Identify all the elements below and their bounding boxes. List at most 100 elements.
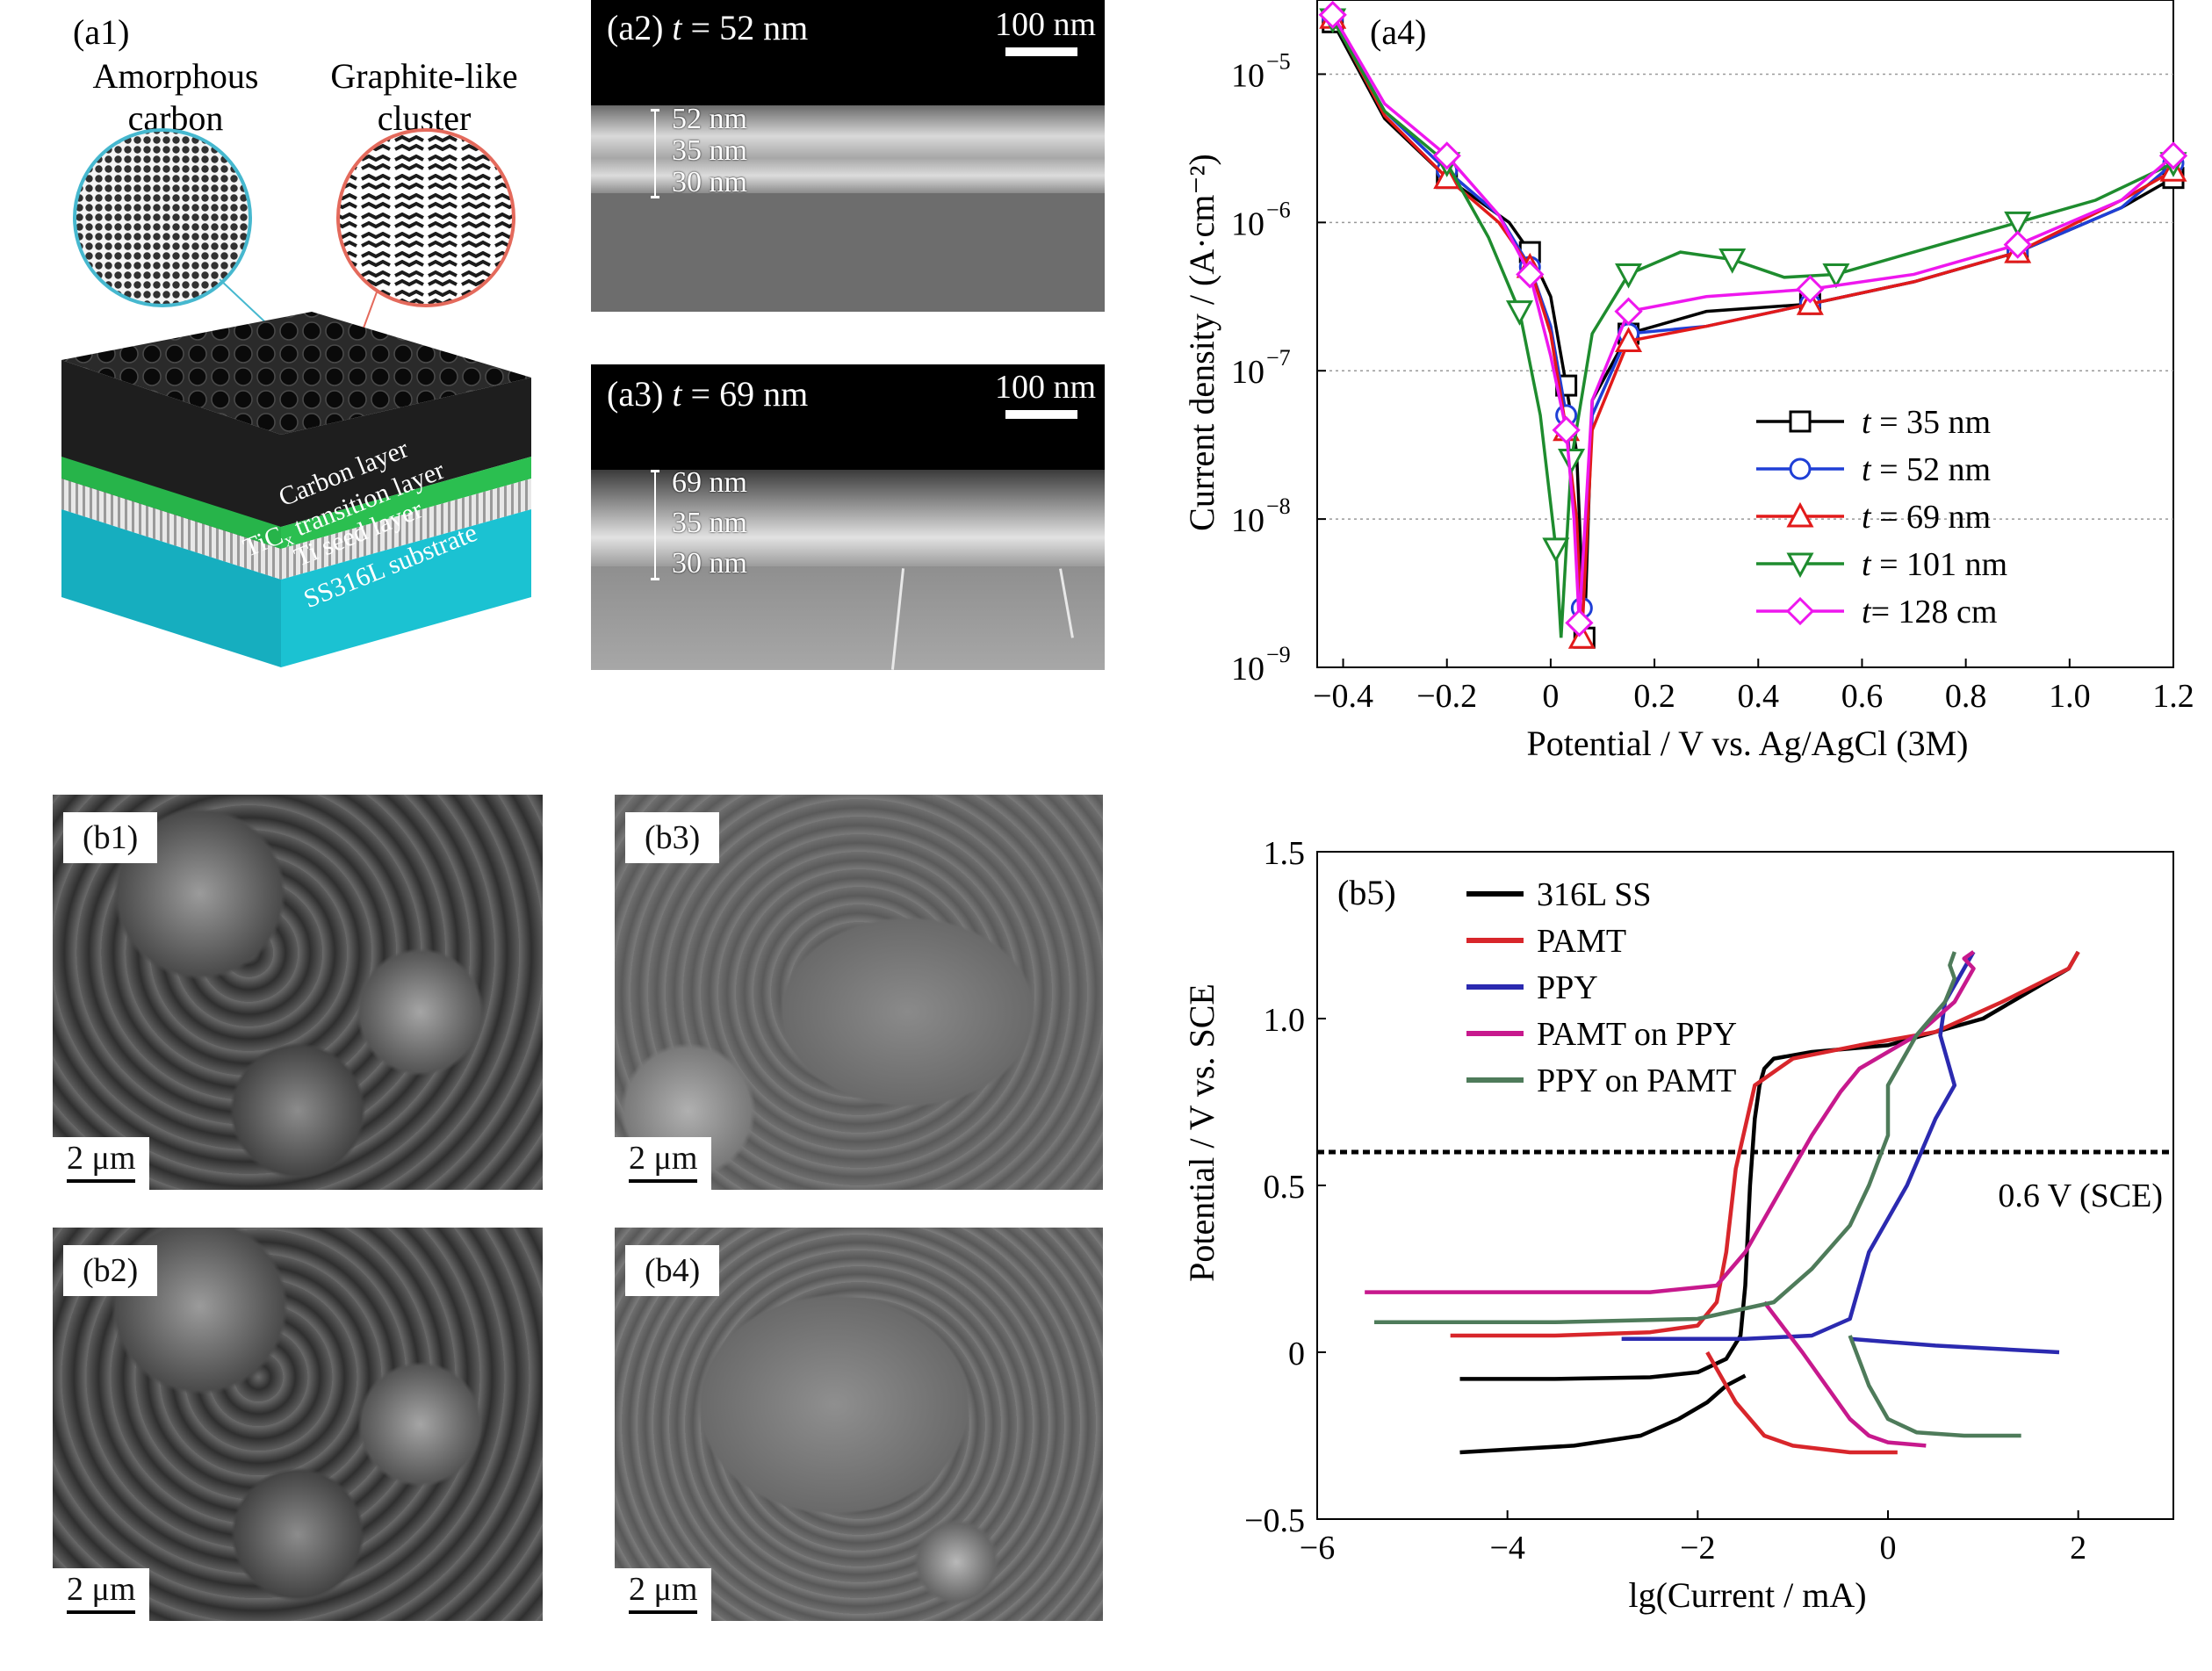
- b5-x-tick-label: −4: [1489, 1530, 1524, 1567]
- a2-film-band: [591, 105, 1105, 193]
- a4-data-point: [1318, 0, 1347, 30]
- a4-data-point: [1516, 260, 1545, 289]
- a4-x-tick-label: 0: [1542, 678, 1559, 715]
- b5-y-tick-label: −0.5: [1244, 1502, 1305, 1539]
- b1-scale-label: 2 μm: [67, 1140, 136, 1177]
- b5-x-tick-label: 0: [1880, 1530, 1897, 1567]
- a4-series-4: [1318, 0, 2188, 637]
- a4-y-tick-label: 10: [1231, 205, 1265, 242]
- a3-thickness-labels: 69 nm 35 nm 30 nm: [672, 463, 747, 584]
- a4-legend-marker: [1789, 410, 1812, 433]
- a4-series-2: [1319, 4, 2187, 649]
- b4-scale: 2 μm: [615, 1568, 712, 1621]
- a3-scale: 100 nm: [995, 368, 1096, 419]
- a4-y-tick-label: 10: [1231, 57, 1265, 94]
- b1-scale: 2 μm: [53, 1137, 150, 1190]
- panel-b5: lg(Current / mA) Potential / V vs. SCE −…: [1177, 817, 2212, 1667]
- b1-tag: (b1): [63, 812, 158, 863]
- panel-a3: (a3) t = 69 nm 100 nm 69 nm 35 nm 30 nm: [591, 364, 1105, 670]
- b5-y-tick-label: 1.5: [1264, 835, 1306, 872]
- amorphous-carbon-zoom: [73, 128, 252, 307]
- a4-data-point: [2158, 141, 2188, 170]
- a3-t-symbol: t: [672, 374, 682, 414]
- a3-thickness-1: 69 nm: [672, 466, 747, 499]
- b5-legend-label: PAMT on PPY: [1537, 1016, 1737, 1053]
- a4-data-point: [1615, 327, 1643, 352]
- a4-y-tick-exponent: −7: [1266, 345, 1291, 371]
- b5-y-tick-label: 0: [1288, 1336, 1305, 1372]
- a2-scale-label: 100 nm: [994, 6, 1096, 43]
- a4-plot-frame: [1316, 0, 2174, 668]
- b3-scale-label: 2 μm: [629, 1140, 698, 1177]
- a3-substrate: [591, 566, 1105, 670]
- b4-scale-label: 2 μm: [629, 1571, 698, 1608]
- panel-a4: (a4) Potential / V vs. Ag/AgCl (3M) Curr…: [1177, 0, 2212, 773]
- a4-data-point: [1565, 609, 1594, 637]
- a4-legend-label: t= 128 cm: [1862, 594, 1997, 630]
- a2-tag: (a2): [607, 8, 664, 47]
- a2-scale: 100 nm: [995, 5, 1096, 56]
- a4-x-tick-label: −0.4: [1313, 678, 1373, 715]
- layer-block: [61, 312, 531, 667]
- b5-series-line: [1459, 1373, 1747, 1455]
- a4-y-tick-label: 10: [1231, 502, 1265, 539]
- a4-data-point: [1718, 248, 1747, 274]
- a4-x-tick-label: 1.0: [2049, 678, 2091, 715]
- a4-data-point: [1614, 297, 1643, 326]
- a4-series-3: [1319, 8, 2187, 638]
- a4-x-tick-label: −0.2: [1416, 678, 1477, 715]
- a2-scale-bar: [1005, 47, 1077, 56]
- b5-y-axis-label: Potential / V vs. SCE: [1182, 983, 1221, 1282]
- b3-scale-bar: [629, 1179, 698, 1183]
- panel-b3: (b3) 2 μm: [615, 795, 1103, 1190]
- b5-legend-label: PPY: [1537, 969, 1598, 1006]
- a4-y-tick-exponent: −9: [1266, 642, 1291, 667]
- a4-series-0: [1322, 11, 2185, 649]
- a2-t-symbol: t: [672, 8, 682, 47]
- a4-legend-marker: [1786, 552, 1814, 579]
- a2-thickness-2: 35 nm: [672, 134, 747, 167]
- a2-thickness-3: 30 nm: [672, 166, 747, 198]
- a3-film-band: [591, 470, 1105, 566]
- a4-data-point: [1542, 537, 1570, 564]
- b5-series-line: [1762, 1300, 1927, 1448]
- amorphous-label-1: Amorphous: [93, 56, 259, 96]
- a4-series-line: [1331, 18, 2174, 638]
- a4-y-tick-label: 10: [1231, 651, 1265, 688]
- a4-data-point: [1552, 415, 1581, 444]
- a3-thickness-3: 30 nm: [672, 547, 747, 580]
- b5-y-tick-label: 1.0: [1264, 1002, 1306, 1039]
- graphite-cluster-zoom: [336, 128, 515, 307]
- b5-series-4: [1374, 951, 2021, 1438]
- a4-x-tick-label: 0.4: [1738, 678, 1780, 715]
- b5-legend: 316L SS PAMT PPY PAMT on PPY PPY on PAMT: [1466, 876, 1737, 1099]
- b2-scale: 2 μm: [53, 1568, 150, 1621]
- a4-data-point: [1615, 263, 1643, 289]
- b4-scale-bar: [629, 1610, 698, 1614]
- a3-caption: (a3) t = 69 nm: [607, 373, 808, 414]
- panel-b4: (b4) 2 μm: [615, 1228, 1103, 1621]
- a4-legend-label: t = 101 nm: [1862, 546, 2007, 583]
- a4-series-1: [1322, 6, 2185, 619]
- a4-x-axis-label: Potential / V vs. Ag/AgCl (3M): [1526, 724, 1968, 763]
- b1-scale-bar: [67, 1179, 136, 1183]
- chart-a4: (a4) Potential / V vs. Ag/AgCl (3M) Curr…: [1182, 0, 2194, 763]
- a4-y-axis-label: Current density / (A·cm⁻²): [1182, 154, 1221, 531]
- b5-series-line: [1848, 1335, 2021, 1438]
- a4-legend: t = 35 nm t = 52 nm t = 69 nm t = 101 nm t= …: [1756, 404, 2007, 630]
- b5-series-line: [1374, 951, 1957, 1325]
- b5-legend-label: PPY on PAMT: [1537, 1062, 1736, 1099]
- b4-tag: (b4): [625, 1245, 720, 1296]
- panel-a1: (a1) Amorphous carbon Graphite-like clus…: [26, 0, 571, 676]
- b5-series-2: [1621, 950, 2060, 1355]
- a2-caption: (a2) t = 52 nm: [607, 7, 808, 48]
- b5-tag: (b5): [1337, 873, 1396, 912]
- a4-data-point: [1558, 449, 1586, 474]
- a2-thickness-1: 52 nm: [672, 103, 747, 135]
- b5-series-1: [1450, 950, 2080, 1455]
- chart-b5: lg(Current / mA) Potential / V vs. SCE −…: [1182, 835, 2174, 1615]
- a4-data-point: [1796, 275, 1825, 304]
- a4-legend-marker: [1785, 596, 1815, 626]
- a4-x-tick-label: 0.8: [1945, 678, 1987, 715]
- b5-series-line: [1849, 1336, 2060, 1355]
